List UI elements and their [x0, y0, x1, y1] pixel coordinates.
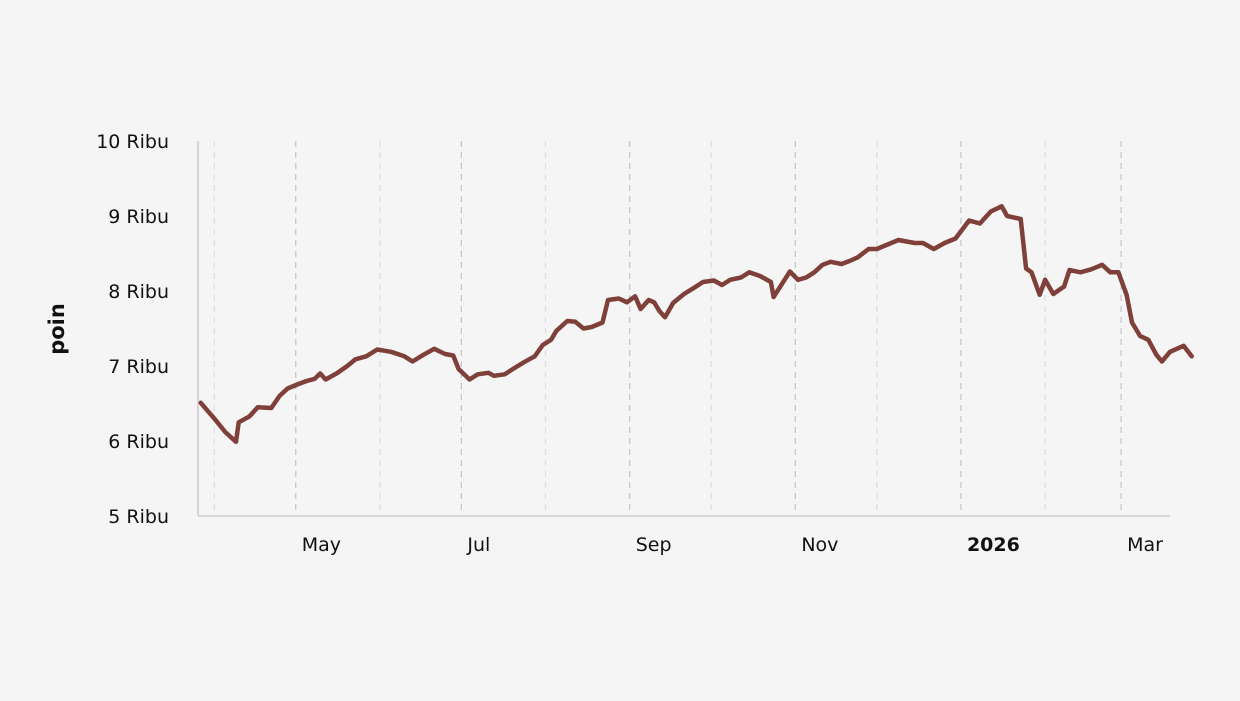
series-layer	[198, 204, 1194, 445]
x-tick-label: Sep	[636, 534, 672, 556]
y-tick-label: 10 Ribu	[96, 131, 169, 153]
tick-labels: May Jul Sep Nov 2026 Mar 5 Ribu 6 Ribu 7 Ribu 8 R…	[96, 131, 1163, 556]
y-axis-title: poin	[45, 303, 69, 355]
y-tick-label: 5 Ribu	[108, 506, 169, 528]
axes	[197, 141, 1170, 517]
x-tick-label: Mar	[1127, 534, 1163, 556]
x-tick-label: Nov	[801, 534, 838, 556]
series-line	[198, 204, 1194, 445]
x-tick-label: Jul	[466, 534, 490, 556]
grid-lines	[213, 141, 1122, 516]
y-tick-label: 6 Ribu	[108, 431, 169, 453]
x-tick-label: May	[302, 534, 341, 556]
x-tick-label: 2026	[967, 534, 1020, 556]
y-tick-label: 9 Ribu	[108, 206, 169, 228]
y-tick-label: 8 Ribu	[108, 281, 169, 303]
y-tick-label: 7 Ribu	[108, 356, 169, 378]
